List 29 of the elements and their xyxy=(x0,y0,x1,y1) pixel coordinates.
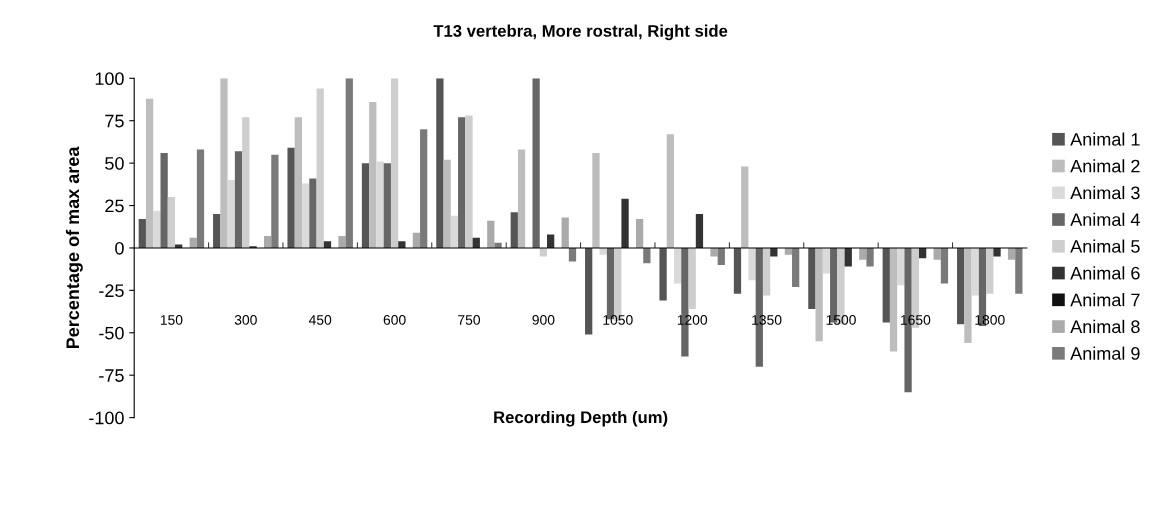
legend-label: Animal 6 xyxy=(1070,266,1140,280)
y-tick-label: 100 xyxy=(95,72,124,86)
x-tick-label: 150 xyxy=(160,314,183,325)
chart-title: T13 vertebra, More rostral, Right side xyxy=(433,24,728,41)
x-tick-label: 450 xyxy=(308,314,332,325)
legend-label: Animal 1 xyxy=(1070,132,1140,146)
x-tick-label: 300 xyxy=(234,314,257,325)
x-tick-label: 1500 xyxy=(826,314,856,325)
legend-label: Animal 4 xyxy=(1070,212,1140,227)
y-tick-label: 0 xyxy=(115,241,124,255)
y-tick-label: -100 xyxy=(89,411,124,425)
legend-label: Animal 7 xyxy=(1070,293,1140,307)
x-axis-title: Recording Depth (um) xyxy=(494,410,668,427)
y-tick-label: 50 xyxy=(105,157,124,170)
x-tick-label: 1050 xyxy=(603,314,633,325)
x-tick-label: 750 xyxy=(458,314,481,325)
y-tick-label: 25 xyxy=(105,199,124,213)
y-tick-label: 75 xyxy=(105,114,124,128)
x-tick-label: 600 xyxy=(383,314,406,325)
y-tick-label: -75 xyxy=(99,369,124,382)
legend-label: Animal 8 xyxy=(1070,319,1140,334)
x-tick-label: 900 xyxy=(532,314,555,325)
legend-label: Animal 9 xyxy=(1070,346,1140,360)
legend-label: Animal 5 xyxy=(1070,239,1140,253)
legend-label: Animal 2 xyxy=(1070,159,1140,173)
legend-label: Animal 3 xyxy=(1070,186,1140,200)
y-tick-label: -50 xyxy=(99,326,124,340)
y-axis-title: Percentage of max area xyxy=(65,146,83,349)
y-tick-label: -25 xyxy=(99,284,124,298)
